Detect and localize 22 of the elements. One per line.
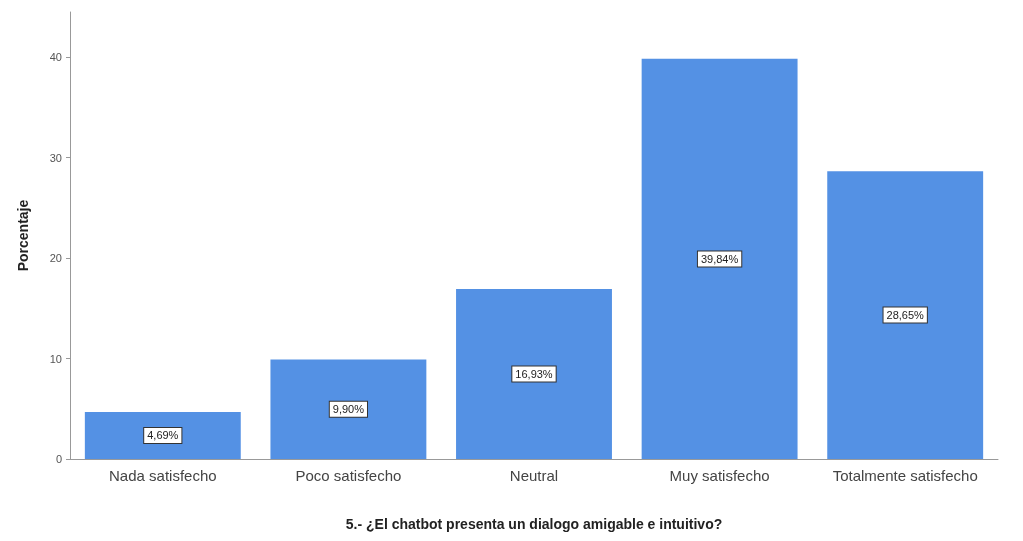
y-axis-title: Porcentaje bbox=[15, 199, 31, 272]
y-tick-label: 30 bbox=[49, 151, 62, 164]
data-label: 39,84% bbox=[700, 252, 739, 265]
data-label: 28,65% bbox=[886, 309, 925, 322]
data-label: 16,93% bbox=[515, 367, 553, 380]
data-label: 4,69% bbox=[147, 429, 179, 442]
y-tick-label: 10 bbox=[49, 352, 62, 365]
x-axis-title: 5.- ¿El chatbot presenta un dialogo amigable e intuitivo? bbox=[345, 516, 723, 532]
x-tick-label: Neutral bbox=[509, 466, 559, 484]
bar bbox=[827, 171, 984, 459]
x-tick-label: Nada satisfecho bbox=[109, 466, 217, 484]
bar bbox=[641, 58, 798, 459]
bar bbox=[84, 411, 241, 459]
bar bbox=[270, 359, 427, 459]
bar bbox=[456, 288, 612, 459]
x-tick-label: Poco satisfecho bbox=[295, 466, 402, 484]
y-tick-label: 20 bbox=[49, 252, 62, 265]
x-tick-label: Muy satisfecho bbox=[669, 466, 770, 484]
y-tick-label: 40 bbox=[49, 51, 62, 64]
y-tick-label: 0 bbox=[55, 453, 62, 465]
data-label: 9,90% bbox=[332, 403, 365, 416]
x-tick-label: Totalmente satisfecho bbox=[832, 466, 978, 484]
